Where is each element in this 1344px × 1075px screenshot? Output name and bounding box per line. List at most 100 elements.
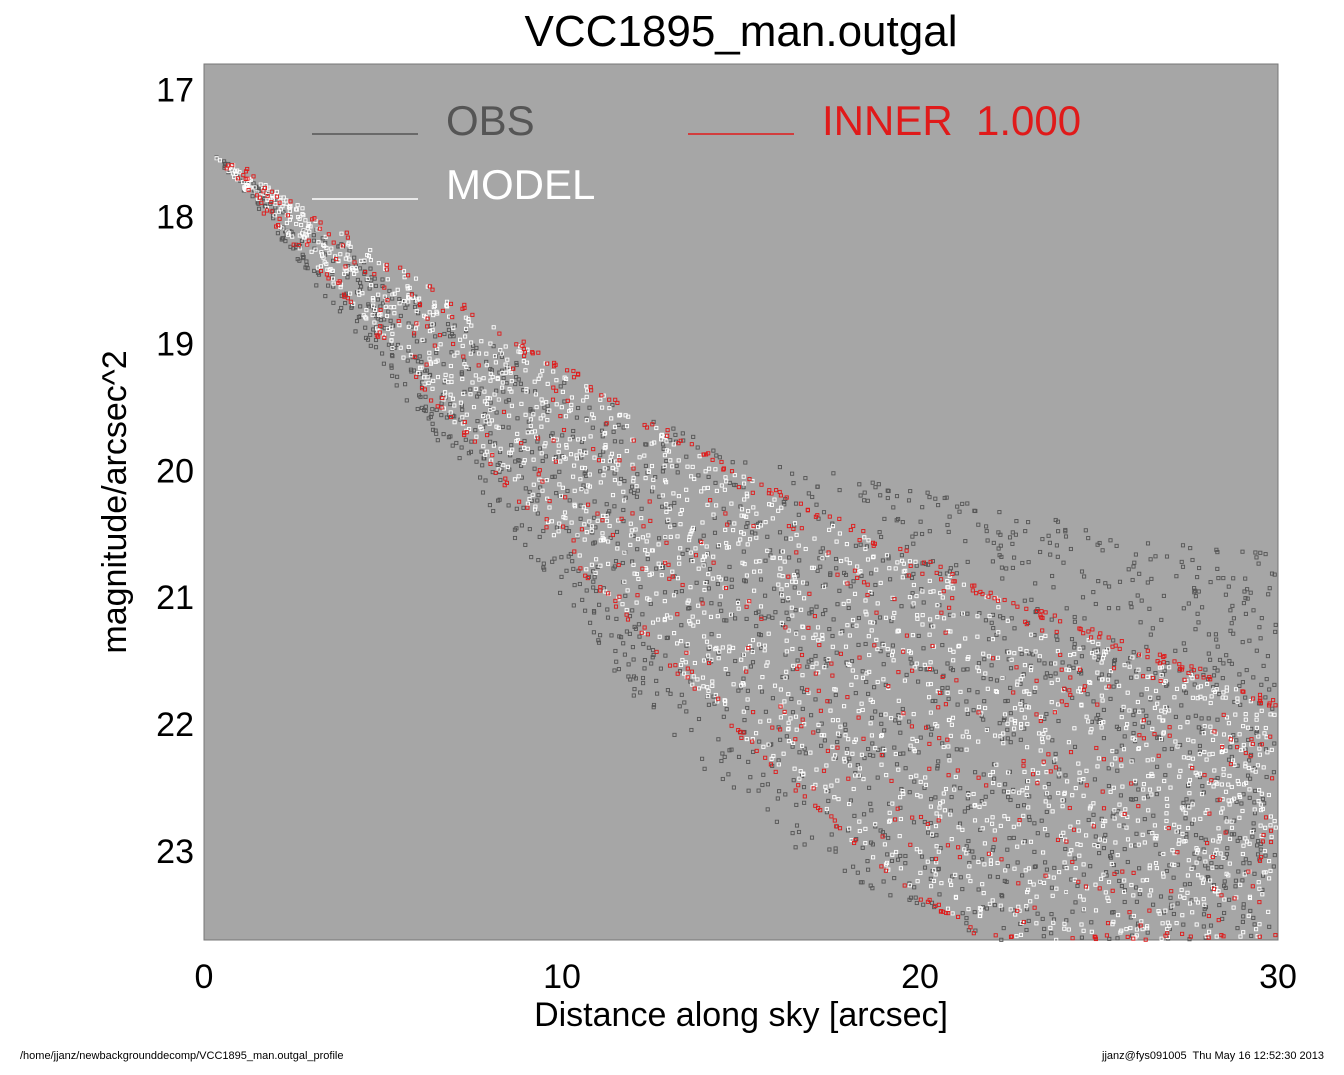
data-point <box>797 558 802 563</box>
data-point <box>1049 661 1054 666</box>
data-point <box>1150 773 1155 779</box>
data-point <box>303 218 308 223</box>
data-point <box>679 639 684 644</box>
data-point <box>869 571 874 576</box>
data-point <box>976 739 981 744</box>
data-point <box>790 471 795 476</box>
data-point <box>860 669 865 674</box>
data-point <box>381 361 386 366</box>
data-point <box>1109 861 1114 867</box>
data-point <box>1150 626 1155 631</box>
data-point <box>297 233 302 238</box>
data-point <box>488 341 493 346</box>
data-point <box>1056 718 1061 724</box>
data-point <box>246 188 251 193</box>
data-point <box>911 820 917 825</box>
data-point <box>232 174 237 180</box>
data-point <box>1134 674 1139 679</box>
data-point <box>678 522 683 527</box>
data-point <box>713 692 718 698</box>
data-point <box>615 546 620 551</box>
data-point <box>1194 922 1199 927</box>
data-point <box>542 405 547 410</box>
data-point <box>906 498 912 503</box>
data-point <box>1064 889 1069 895</box>
data-point <box>431 313 436 318</box>
data-point <box>1229 819 1234 824</box>
data-point <box>672 631 677 636</box>
data-point <box>492 354 498 359</box>
data-point <box>927 665 932 670</box>
data-point <box>1144 686 1149 692</box>
data-point <box>1024 927 1029 933</box>
data-point <box>758 685 763 690</box>
data-point <box>910 815 915 820</box>
data-point <box>561 427 567 433</box>
data-point <box>601 393 606 398</box>
data-point <box>967 688 972 693</box>
data-point <box>930 559 935 564</box>
data-point <box>1049 680 1054 685</box>
data-point <box>1235 696 1240 701</box>
data-point <box>1228 628 1233 633</box>
data-point <box>1152 732 1157 737</box>
data-point <box>907 790 912 795</box>
data-point <box>1040 628 1045 633</box>
data-point <box>371 298 376 303</box>
data-point <box>376 292 381 297</box>
data-point <box>867 652 872 658</box>
data-point <box>820 632 825 637</box>
data-point <box>1181 606 1186 611</box>
data-point <box>696 716 702 722</box>
data-point <box>756 788 761 793</box>
data-point <box>903 861 908 866</box>
data-point <box>786 692 791 697</box>
data-point <box>794 802 799 807</box>
data-point <box>1254 712 1259 717</box>
data-point <box>827 527 832 532</box>
data-point <box>741 652 746 657</box>
data-point <box>1064 606 1069 611</box>
data-point <box>1137 866 1142 871</box>
data-point <box>279 237 284 242</box>
data-point <box>765 782 770 787</box>
data-point <box>1057 771 1062 776</box>
data-point <box>847 756 852 761</box>
data-point <box>798 769 803 774</box>
data-point <box>1213 780 1218 785</box>
data-point <box>741 709 746 714</box>
data-point <box>891 505 896 510</box>
data-point <box>477 377 482 382</box>
data-point <box>911 571 916 576</box>
data-point <box>712 701 717 706</box>
data-point <box>428 360 433 365</box>
data-point <box>918 897 923 902</box>
data-point <box>528 417 533 422</box>
data-point <box>585 483 591 488</box>
data-point <box>778 715 783 720</box>
data-point <box>827 699 832 704</box>
data-point <box>1185 890 1190 895</box>
data-point <box>820 612 826 617</box>
data-point <box>1092 777 1097 782</box>
data-point <box>782 559 787 564</box>
data-point <box>948 733 953 738</box>
data-point <box>1259 742 1264 747</box>
data-point <box>654 591 659 596</box>
data-point <box>966 848 971 853</box>
data-point <box>462 419 467 425</box>
data-point <box>770 696 775 701</box>
data-point <box>665 688 670 693</box>
data-point <box>441 362 446 367</box>
data-point <box>581 398 586 403</box>
data-point <box>1184 832 1189 837</box>
data-point <box>595 518 600 523</box>
data-point <box>635 537 641 542</box>
data-point <box>1129 759 1134 764</box>
data-point <box>747 537 753 542</box>
data-point <box>759 646 764 651</box>
data-point <box>975 665 980 670</box>
data-point <box>1124 726 1129 731</box>
data-point <box>448 410 453 415</box>
data-point <box>1087 679 1092 685</box>
